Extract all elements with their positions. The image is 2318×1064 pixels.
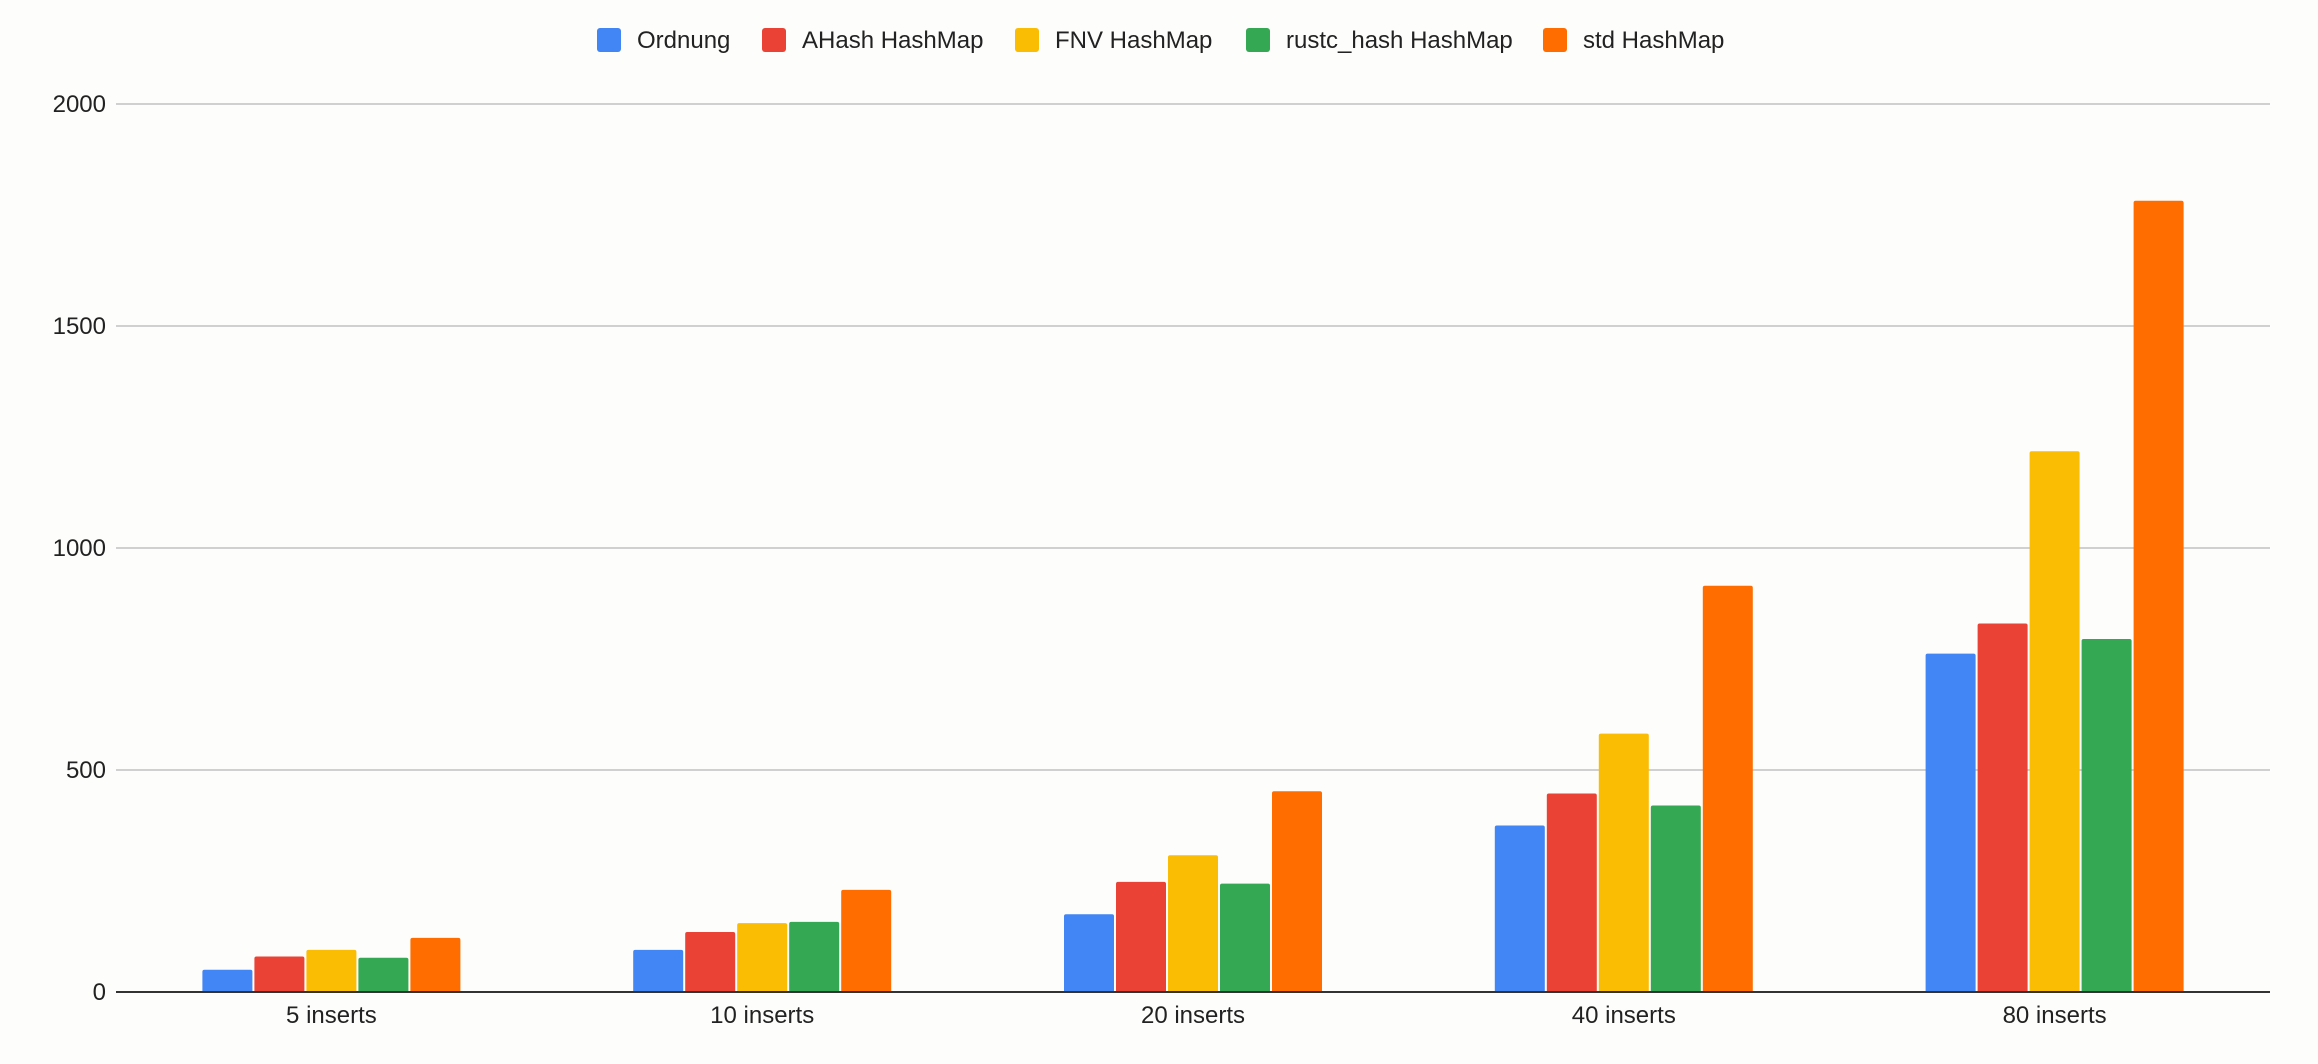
x-tick-label: 10 inserts: [710, 1002, 814, 1029]
legend-label: Ordnung: [637, 27, 730, 54]
legend-label: AHash HashMap: [802, 27, 983, 54]
bar: [737, 923, 788, 992]
bar: [685, 932, 736, 992]
legend-label: FNV HashMap: [1055, 27, 1212, 54]
x-tick-label: 5 inserts: [286, 1002, 377, 1029]
bar: [358, 957, 409, 992]
bar: [1650, 805, 1701, 992]
bar: [1702, 585, 1753, 992]
chart-legend: Ordnung AHash HashMap FNV HashMap rustc_has…: [597, 27, 1724, 54]
legend-item: Ordnung: [597, 27, 730, 54]
bar: [1220, 883, 1270, 992]
bar: [254, 956, 305, 992]
bar: [1116, 881, 1166, 992]
legend-swatch: [1246, 28, 1270, 52]
y-tick-label: 500: [66, 757, 106, 784]
bar: [2081, 639, 2132, 992]
bar-group: [633, 889, 892, 992]
bar-group: [202, 937, 461, 992]
bar-group: [1925, 200, 2184, 993]
y-gridlines: [116, 103, 2270, 771]
bar-group: [1064, 791, 1322, 992]
legend-label: std HashMap: [1583, 27, 1724, 54]
legend-swatch: [597, 28, 621, 52]
x-axis: 5 inserts 10 inserts 20 inserts 40 inserts 8…: [116, 991, 2270, 1029]
x-tick-label: 40 inserts: [1572, 1002, 1676, 1029]
legend-item: rustc_hash HashMap: [1246, 27, 1513, 54]
bar: [789, 921, 840, 992]
bar: [1598, 733, 1649, 992]
legend-label: rustc_hash HashMap: [1286, 27, 1513, 54]
bar: [2133, 200, 2184, 993]
bar-group: [1494, 585, 1753, 992]
x-tick-label: 80 inserts: [2003, 1002, 2107, 1029]
bar-series: [202, 200, 2184, 993]
bar: [1064, 914, 1114, 992]
bar: [2029, 451, 2080, 992]
bar: [1494, 825, 1545, 992]
bar: [1977, 623, 2028, 992]
bar: [306, 949, 357, 992]
bar: [841, 889, 892, 992]
bar: [1168, 855, 1218, 992]
bar: [1272, 791, 1322, 992]
legend-swatch: [762, 28, 786, 52]
y-axis-ticks: 0 500 1000 1500 2000: [53, 91, 106, 1006]
legend-swatch: [1543, 28, 1567, 52]
legend-swatch: [1015, 28, 1039, 52]
bar: [1925, 653, 1976, 992]
bar: [1546, 793, 1597, 992]
bar: [202, 969, 253, 992]
y-tick-label: 0: [93, 979, 106, 1006]
y-tick-label: 1500: [53, 313, 106, 340]
y-tick-label: 2000: [53, 91, 106, 118]
y-tick-label: 1000: [53, 535, 106, 562]
legend-item: std HashMap: [1543, 27, 1724, 54]
legend-item: FNV HashMap: [1015, 27, 1212, 54]
bar: [410, 937, 461, 992]
bar: [633, 949, 684, 992]
legend-item: AHash HashMap: [762, 27, 983, 54]
x-tick-label: 20 inserts: [1141, 1002, 1245, 1029]
